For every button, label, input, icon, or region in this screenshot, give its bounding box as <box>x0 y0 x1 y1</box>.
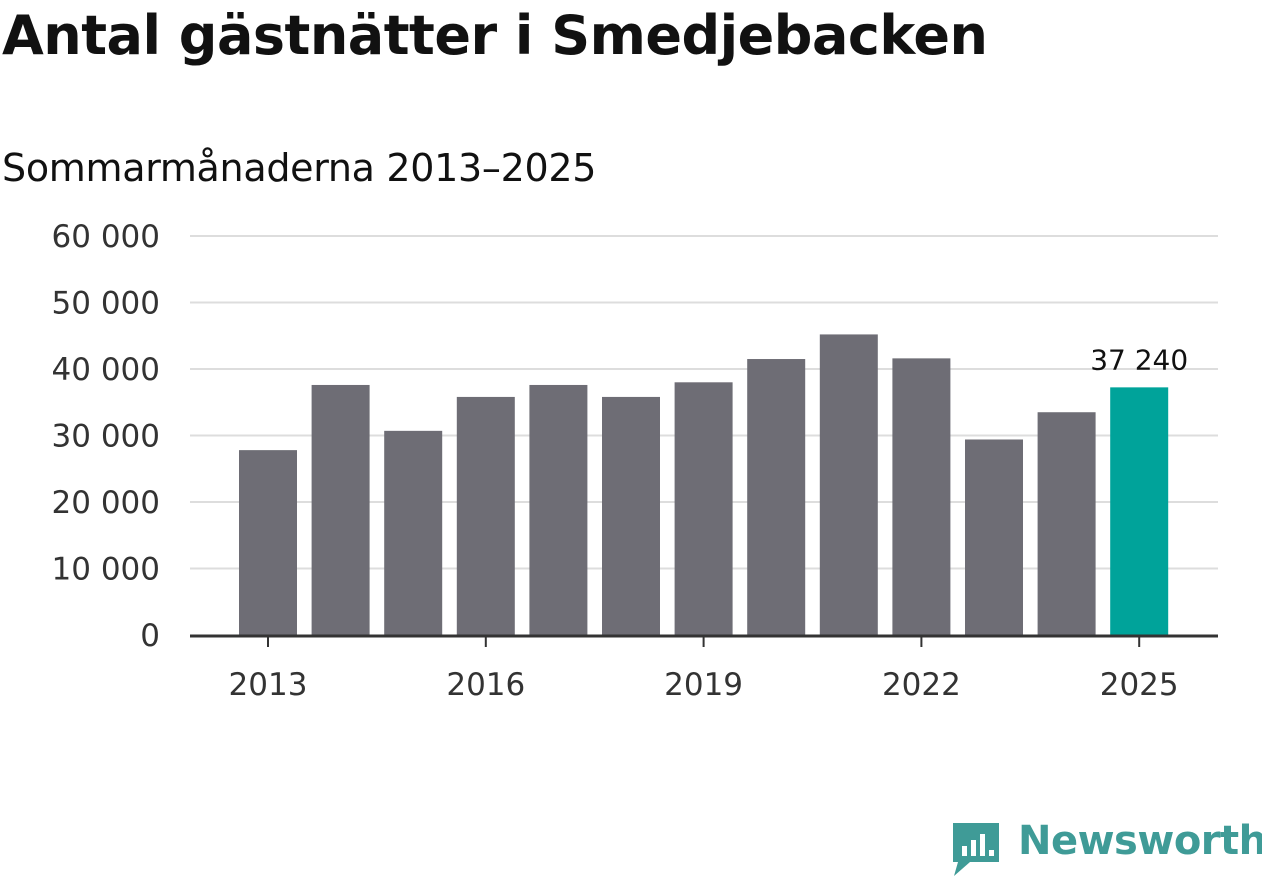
data-labels: 37 240 <box>1090 343 1188 376</box>
y-tick-label: 0 <box>140 618 160 654</box>
bar-chart: 0 10 000 20 000 30 000 40 000 50 000 60 000 20… <box>52 219 1218 703</box>
x-tick-label: 2019 <box>664 667 743 703</box>
bar-2015 <box>384 430 443 635</box>
chart-title: Antal gästnätter i Smedjebacken <box>2 4 988 67</box>
bar-2014 <box>311 384 370 635</box>
y-tick-label: 30 000 <box>52 419 160 455</box>
bar-2013 <box>239 450 297 635</box>
y-tick-label: 50 000 <box>52 286 160 322</box>
brand-name: Newsworthy <box>1018 818 1262 864</box>
y-axis-ticks: 0 10 000 20 000 30 000 40 000 50 000 60 000 <box>52 219 160 654</box>
y-tick-label: 60 000 <box>52 219 160 255</box>
newsworthy-logo-icon <box>953 823 999 876</box>
x-tick-label: 2025 <box>1100 667 1179 703</box>
y-tick-label: 10 000 <box>52 552 160 588</box>
bar-2023 <box>965 439 1023 635</box>
y-tick-label: 40 000 <box>52 352 160 388</box>
bar-2020 <box>747 359 806 635</box>
bar-2022 <box>892 358 951 635</box>
x-tick-label: 2022 <box>882 667 961 703</box>
bars <box>239 334 1169 635</box>
bar-2016 <box>456 396 515 635</box>
bar-2017 <box>529 384 588 635</box>
newsworthy-logo: Newsworthy <box>950 818 1262 878</box>
bar-2025 <box>1110 387 1169 635</box>
chart-subtitle: Sommarmånaderna 2013–2025 <box>2 146 597 190</box>
x-axis-ticks: 2013 2016 2019 2022 2025 <box>229 637 1179 703</box>
x-tick-label: 2016 <box>446 667 525 703</box>
bar-2024 <box>1037 412 1096 635</box>
bar-2019 <box>674 382 733 635</box>
y-tick-label: 20 000 <box>52 485 160 521</box>
bar-2018 <box>602 396 660 635</box>
data-label-2025: 37 240 <box>1090 343 1188 376</box>
bar-2021 <box>819 334 878 635</box>
x-tick-label: 2013 <box>229 667 308 703</box>
